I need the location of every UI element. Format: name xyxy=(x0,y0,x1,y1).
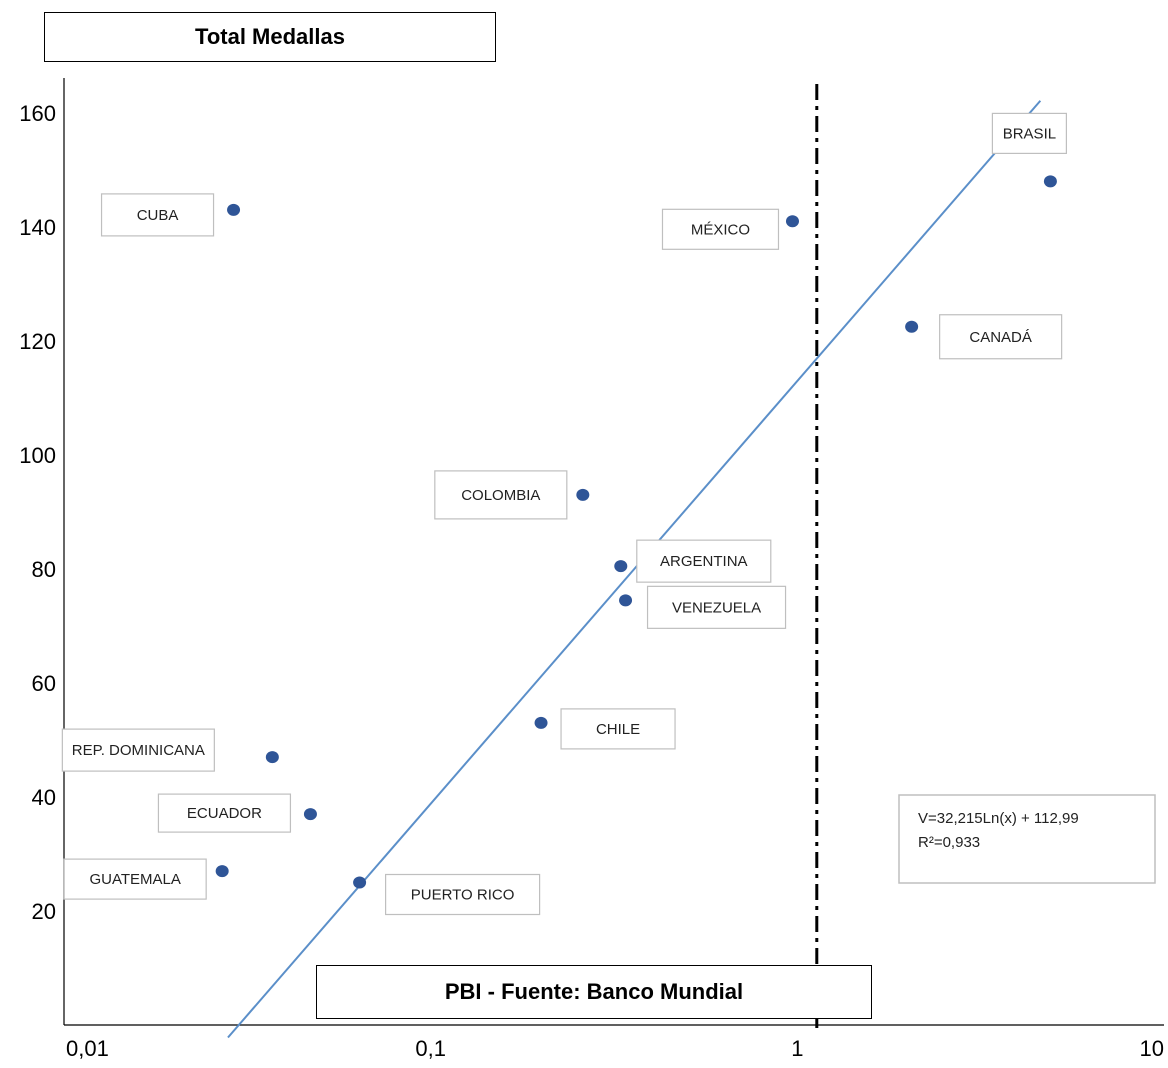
point-label-box xyxy=(646,585,787,629)
point-label: CANADÁ xyxy=(969,329,1032,346)
point-label: ARGENTINA xyxy=(660,553,748,570)
trend-equation: V=32,215Ln(x) + 112,99 xyxy=(918,810,1079,827)
trend-r-squared: R²=0,933 xyxy=(918,834,980,851)
point-label: REP. DOMINICANA xyxy=(72,742,205,759)
equation-box xyxy=(898,794,1156,884)
y-tick-label: 40 xyxy=(32,785,56,810)
point-label-box xyxy=(434,470,568,520)
point-label: PUERTO RICO xyxy=(411,887,515,904)
point-label: MÉXICO xyxy=(691,221,750,238)
point-label-box xyxy=(560,708,676,750)
data-point xyxy=(534,716,548,729)
trendline-layer xyxy=(227,100,1042,1039)
data-point xyxy=(619,594,633,607)
x-tick-label: 0,01 xyxy=(66,1036,109,1061)
point-label-box xyxy=(157,793,292,833)
data-point xyxy=(576,488,590,501)
y-tick-label: 160 xyxy=(19,101,56,126)
x-tick-label: 1 xyxy=(791,1036,803,1061)
data-point xyxy=(227,203,241,216)
x-axis-title: PBI - Fuente: Banco Mundial xyxy=(316,965,872,1019)
y-tick-label: 100 xyxy=(19,443,56,468)
x-tick-label: 10 xyxy=(1140,1036,1164,1061)
trendline xyxy=(227,100,1042,1039)
y-tick-label: 60 xyxy=(32,671,56,696)
y-tick-label: 120 xyxy=(19,329,56,354)
point-labels-layer: CUBA MÉXICO BRASIL CANADÁ COLOMBIA ARGENTINA V… xyxy=(61,112,1068,916)
point-label-box xyxy=(384,873,541,916)
point-label: CUBA xyxy=(137,207,179,224)
data-point xyxy=(215,865,229,878)
point-label: GUATEMALA xyxy=(89,871,180,888)
y-tick-label: 80 xyxy=(32,557,56,582)
data-point xyxy=(905,320,919,333)
data-point xyxy=(265,751,279,764)
point-label-box xyxy=(636,539,772,583)
y-tick-label: 20 xyxy=(32,899,56,924)
data-point xyxy=(1043,175,1057,188)
data-point xyxy=(614,560,628,573)
data-point xyxy=(303,808,317,821)
point-label-box xyxy=(61,728,215,772)
point-label: BRASIL xyxy=(1003,125,1056,142)
data-point xyxy=(353,876,367,889)
point-label: VENEZUELA xyxy=(672,599,761,616)
y-tick-label: 140 xyxy=(19,215,56,240)
equation-box-layer: V=32,215Ln(x) + 112,99 R²=0,933 xyxy=(898,794,1156,884)
point-label-box xyxy=(991,112,1068,155)
point-label-box xyxy=(939,314,1063,360)
data-point xyxy=(785,215,799,228)
point-label-box xyxy=(63,858,207,900)
x-tick-label: 0,1 xyxy=(415,1036,446,1061)
point-label-box xyxy=(661,208,780,250)
y-axis-title: Total Medallas xyxy=(44,12,496,62)
data-points-layer xyxy=(215,175,1057,889)
point-label-box xyxy=(100,193,215,237)
tick-labels: 20 40 60 80 100 120 140 160 0,01 0,1 1 10 xyxy=(19,101,1164,1061)
point-label: CHILE xyxy=(596,721,640,738)
point-label: COLOMBIA xyxy=(461,487,540,504)
point-label: ECUADOR xyxy=(187,805,262,822)
